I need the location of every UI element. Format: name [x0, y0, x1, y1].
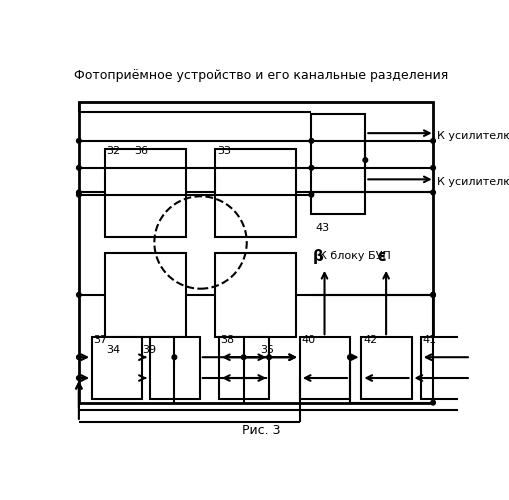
Circle shape	[76, 376, 81, 380]
Text: 35: 35	[259, 345, 273, 355]
Text: 37: 37	[93, 335, 107, 345]
Text: 38: 38	[220, 335, 234, 345]
Circle shape	[308, 138, 313, 143]
Bar	[361, 337, 411, 399]
Bar	[150, 337, 200, 399]
Circle shape	[241, 355, 245, 360]
Text: 42: 42	[362, 335, 377, 345]
Text: К усилителю 26: К усилителю 26	[436, 131, 509, 141]
Circle shape	[362, 158, 367, 162]
Bar	[92, 337, 142, 399]
Circle shape	[347, 355, 352, 360]
Bar	[311, 114, 364, 214]
Text: 40: 40	[301, 335, 315, 345]
Circle shape	[76, 192, 81, 197]
Text: Фотоприёмное устройство и его канальные разделения: Фотоприёмное устройство и его канальные …	[74, 69, 447, 82]
Text: 32: 32	[106, 146, 121, 156]
Bar	[105, 148, 186, 237]
Text: 34: 34	[106, 345, 121, 355]
Circle shape	[76, 138, 81, 143]
Circle shape	[430, 292, 435, 297]
Circle shape	[76, 355, 81, 360]
Circle shape	[76, 190, 81, 194]
Circle shape	[430, 292, 435, 297]
Circle shape	[172, 355, 176, 360]
Circle shape	[430, 138, 435, 143]
Text: 41: 41	[421, 335, 436, 345]
Text: 33: 33	[216, 146, 230, 156]
Circle shape	[76, 292, 81, 297]
Bar	[299, 337, 349, 399]
Text: К блоку БУП: К блоку БУП	[319, 251, 390, 261]
Bar	[105, 252, 186, 337]
Bar	[218, 337, 269, 399]
Circle shape	[430, 166, 435, 170]
Bar	[420, 337, 470, 399]
Text: 39: 39	[142, 345, 156, 355]
Circle shape	[430, 400, 435, 405]
Text: Рис. 3: Рис. 3	[242, 424, 280, 438]
Bar	[215, 148, 295, 237]
Text: 43: 43	[315, 223, 329, 233]
Circle shape	[430, 190, 435, 194]
Bar	[79, 102, 432, 403]
Circle shape	[76, 166, 81, 170]
Text: β: β	[313, 249, 323, 264]
Circle shape	[308, 192, 313, 197]
Circle shape	[266, 355, 271, 360]
Text: 36: 36	[134, 146, 148, 156]
Text: ε: ε	[377, 249, 385, 264]
Bar	[215, 252, 295, 337]
Circle shape	[308, 166, 313, 170]
Text: К усилителю 15: К усилителю 15	[436, 178, 509, 188]
